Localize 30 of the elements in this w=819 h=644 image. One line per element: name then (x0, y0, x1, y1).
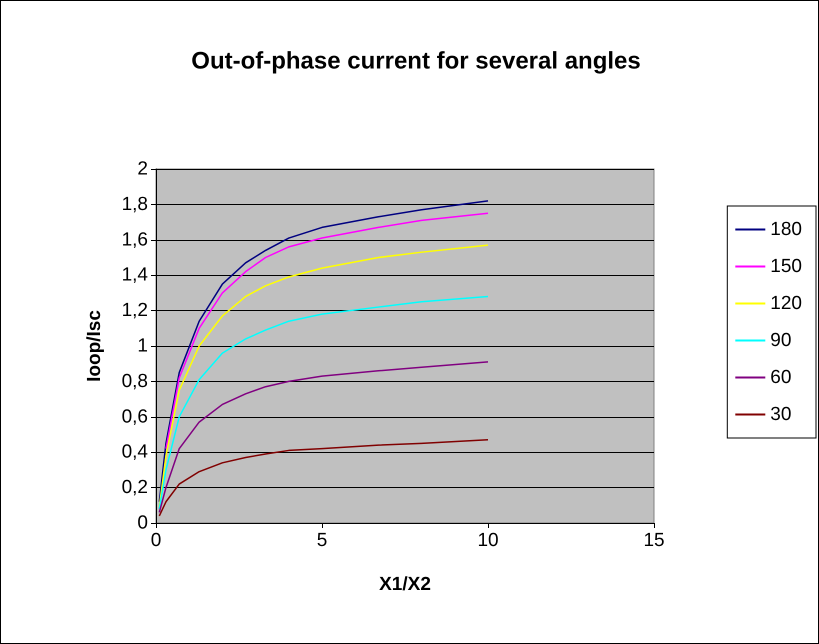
line-series (158, 244, 489, 508)
y-axis-title: Ioop/Isc (84, 310, 105, 382)
y-tick-label: 0,8 (122, 370, 148, 392)
legend-label: 120 (770, 293, 802, 314)
line-series (158, 439, 489, 517)
legend-label: 180 (770, 219, 802, 240)
x-tick-label: 10 (477, 530, 499, 551)
legend-label: 60 (770, 367, 792, 388)
x-axis-title: X1/X2 (379, 574, 431, 595)
y-tick-label: 0,6 (122, 406, 148, 428)
y-tick-label: 1,2 (122, 300, 148, 322)
y-tick-label: 2 (137, 158, 148, 180)
legend-label: 30 (770, 404, 792, 425)
legend-label: 90 (770, 330, 792, 351)
y-tick-label: 0,2 (122, 477, 148, 498)
x-tick-label: 5 (316, 530, 328, 551)
y-tick-label: 1,6 (122, 229, 148, 250)
x-tick-label: 15 (643, 530, 665, 551)
line-series (158, 296, 489, 510)
y-tick-label: 1 (137, 336, 148, 356)
y-tick-label: 1,4 (122, 264, 148, 286)
legend-label: 150 (770, 256, 802, 277)
line-series (158, 361, 489, 514)
x-tick-label: 0 (150, 530, 162, 551)
chart-title: Out-of-phase current for several angles (191, 48, 641, 74)
line-series (158, 200, 489, 503)
y-tick-label: 1,8 (122, 194, 148, 215)
y-tick-label: 0 (137, 512, 148, 534)
line-series (165, 212, 489, 450)
y-tick-label: 0,4 (122, 442, 148, 463)
